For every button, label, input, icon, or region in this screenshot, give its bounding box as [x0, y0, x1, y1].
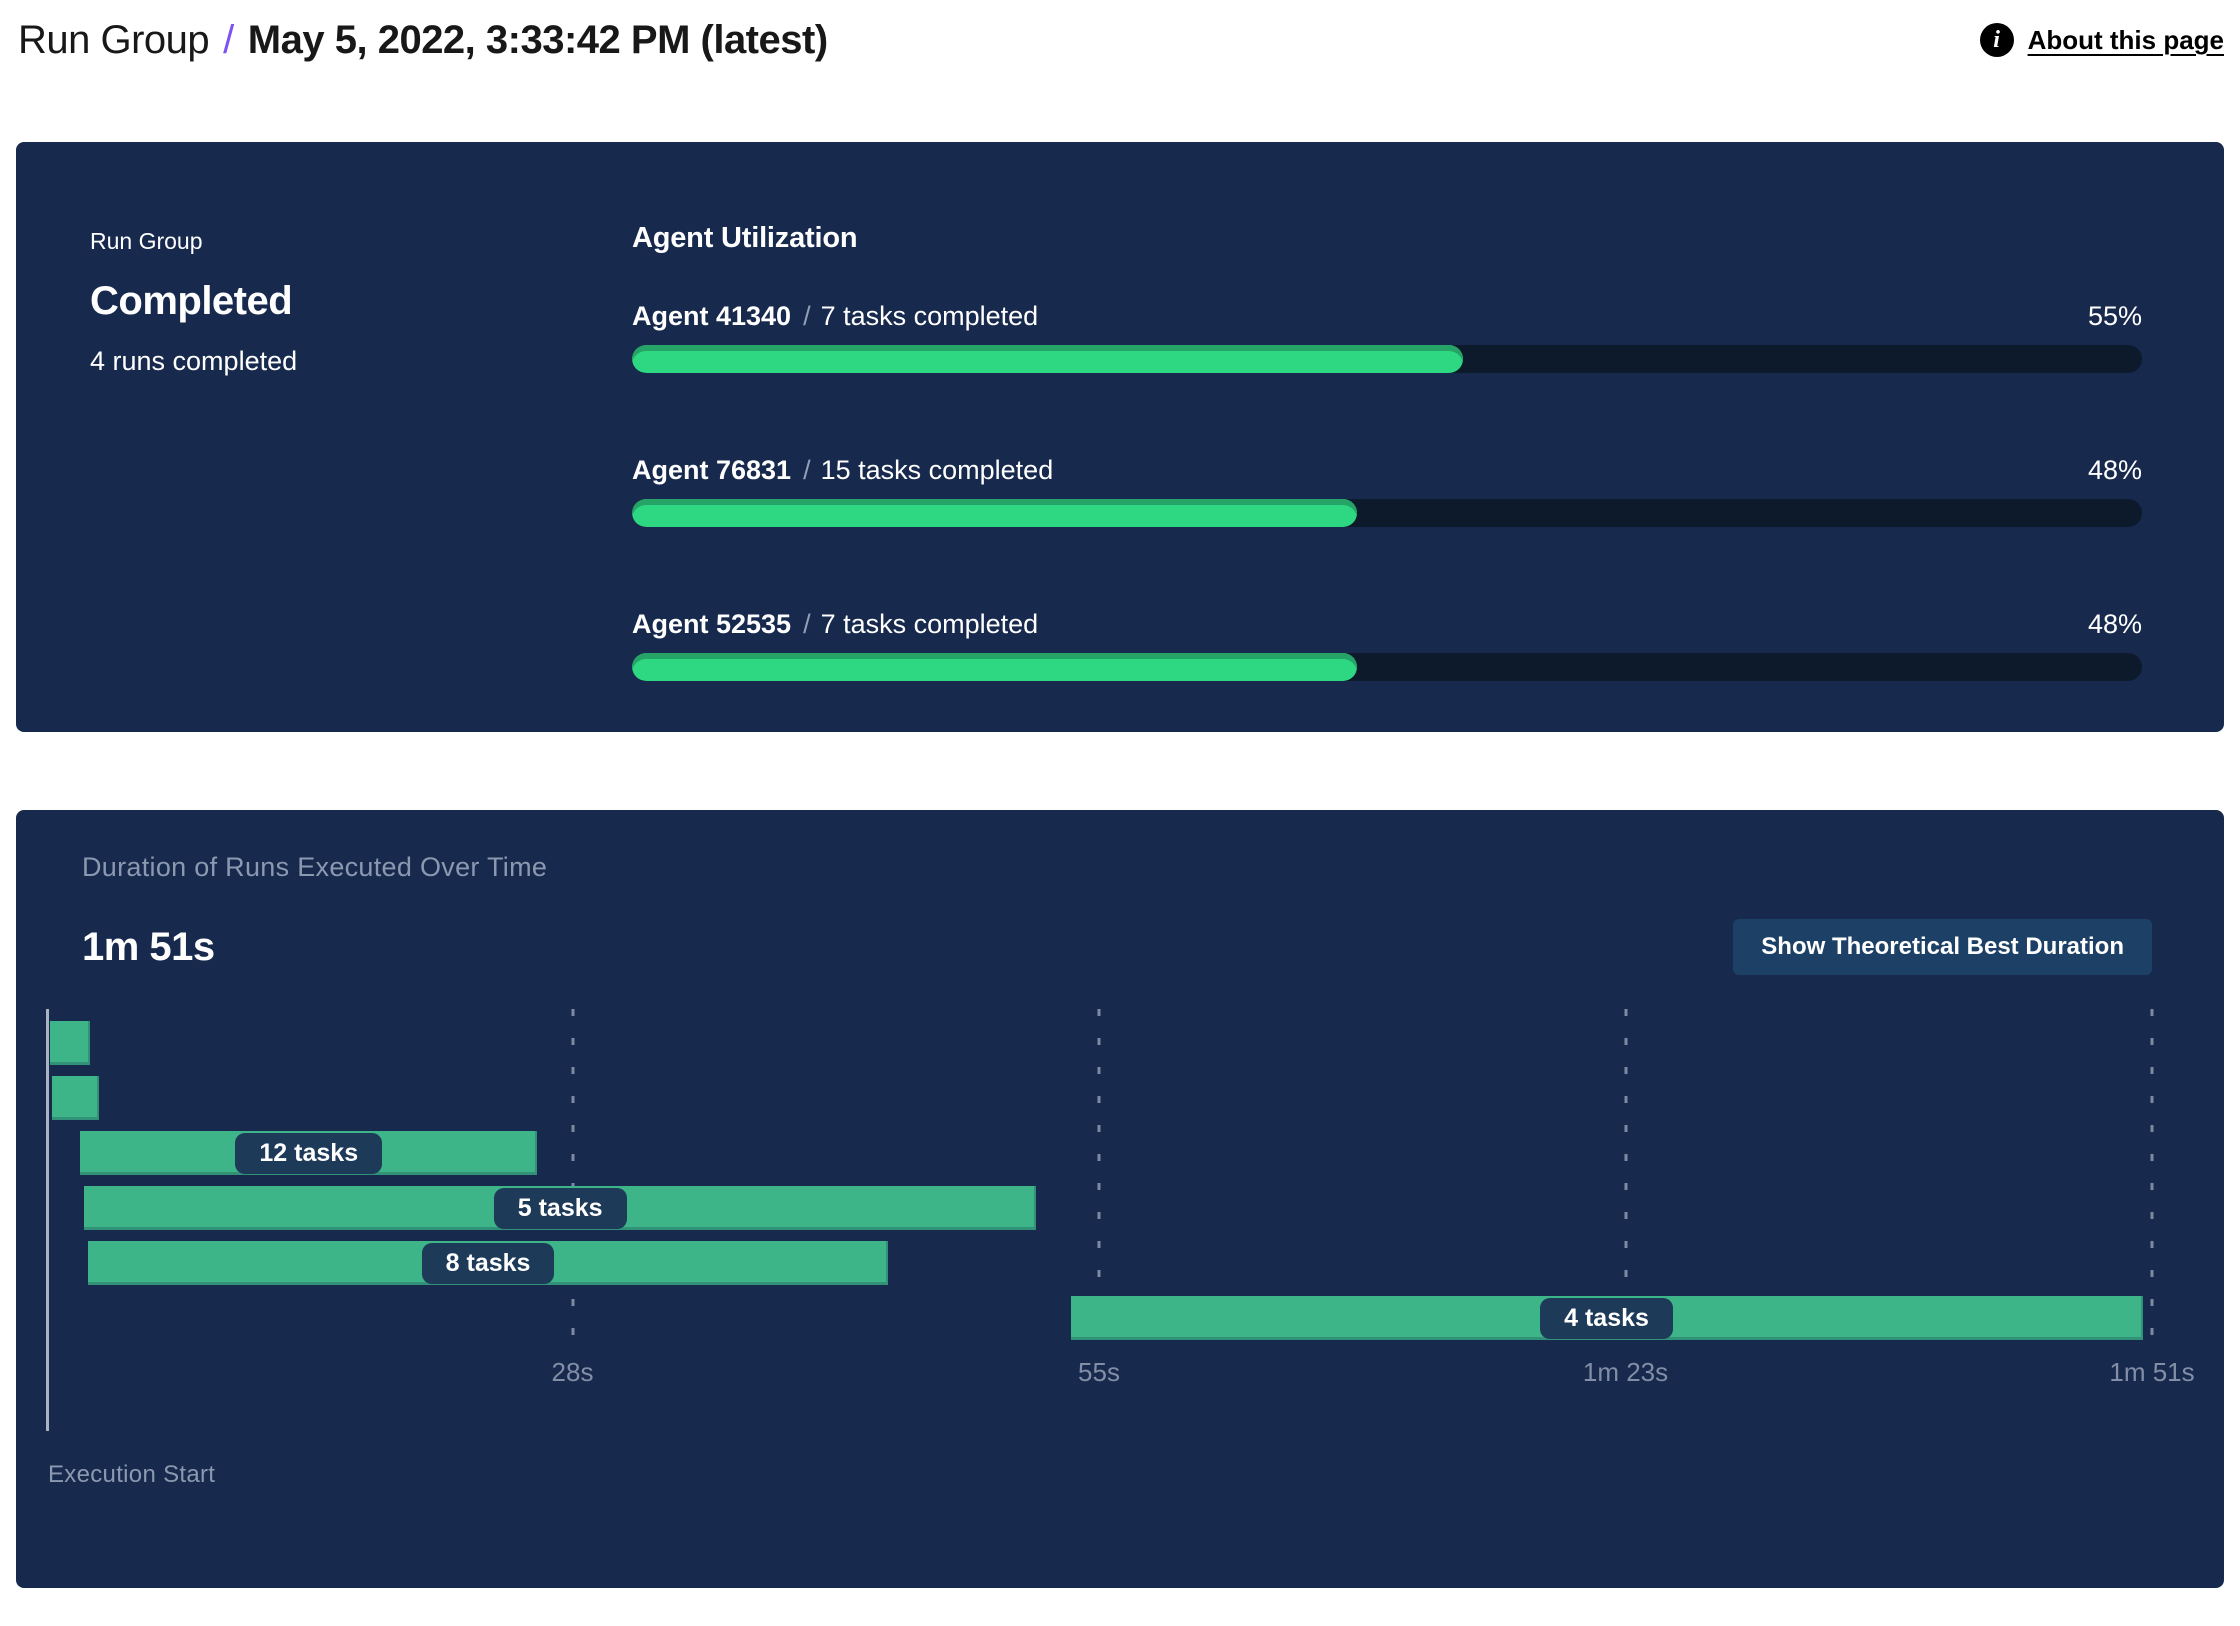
gantt-run-bar[interactable]: 5 tasks — [83, 1186, 1037, 1230]
execution-start-label: Execution Start — [48, 1461, 216, 1488]
duration-chart-title: Duration of Runs Executed Over Time — [82, 852, 548, 882]
breadcrumb-run-group[interactable]: Run Group — [18, 17, 210, 62]
agent-tasks-completed: 15 tasks completed — [820, 455, 1054, 485]
agent-utilization-row-header: Agent 76831 / 15 tasks completed 48% — [632, 455, 2142, 486]
gantt-task-count-pill: 5 tasks — [493, 1187, 627, 1229]
agent-utilization-row: Agent 76831 / 15 tasks completed 48% — [632, 455, 2142, 527]
about-this-page-label: About this page — [2027, 24, 2224, 55]
agent-utilization-row-header: Agent 52535 / 7 tasks completed 48% — [632, 609, 2142, 640]
run-group-status-panel: Run Group Completed 4 runs completed Age… — [16, 142, 2224, 732]
time-tick-label: 28s — [551, 1357, 594, 1387]
gridline — [1097, 1009, 1101, 1347]
gantt-row: 5 tasks — [46, 1186, 2152, 1230]
utilization-progress-fill — [632, 345, 1463, 373]
agent-label-separator: / — [803, 455, 811, 485]
gantt-row: 8 tasks — [46, 1241, 2152, 1285]
utilization-progress-track — [632, 499, 2142, 527]
time-axis-ticks: 28s 55s 1m 23s 1m 51s — [46, 1353, 2195, 1395]
about-this-page-link[interactable]: i About this page — [1979, 23, 2224, 57]
run-group-status-summary: Run Group Completed 4 runs completed — [90, 222, 632, 662]
time-tick-label: 55s — [1078, 1357, 1120, 1387]
gantt-chart: 12 tasks 5 tasks 8 tasks 4 tasks — [46, 1009, 2154, 1431]
agent-label-separator: / — [803, 301, 811, 331]
gantt-task-count-pill: 8 tasks — [421, 1242, 555, 1284]
agent-name: Agent 52535 — [632, 609, 792, 639]
gantt-row: 12 tasks — [46, 1131, 2152, 1175]
status-badge: Completed — [90, 279, 293, 323]
show-theoretical-best-duration-button[interactable]: Show Theoretical Best Duration — [1733, 919, 2152, 975]
gantt-run-bar[interactable]: 8 tasks — [87, 1241, 889, 1285]
gridline — [1624, 1009, 1627, 1347]
gantt-row — [46, 1021, 2152, 1065]
time-tick-label: 1m 23s — [1582, 1357, 1669, 1387]
agent-label: Agent 52535 / 7 tasks completed — [632, 609, 1038, 640]
header: Run Group / May 5, 2022, 3:33:42 PM (lat… — [0, 0, 2240, 64]
breadcrumb: Run Group / May 5, 2022, 3:33:42 PM (lat… — [18, 18, 828, 63]
gantt-run-bar[interactable] — [51, 1076, 100, 1120]
agent-name: Agent 76831 — [632, 455, 792, 485]
agent-label: Agent 76831 / 15 tasks completed — [632, 455, 1053, 486]
gantt-rows: 12 tasks 5 tasks 8 tasks 4 tasks — [46, 1009, 2152, 1351]
utilization-progress-fill — [632, 499, 1357, 527]
agent-tasks-completed: 7 tasks completed — [820, 301, 1039, 331]
agent-utilization-row: Agent 41340 / 7 tasks completed 55% — [632, 301, 2142, 373]
utilization-progress-fill — [632, 653, 1357, 681]
gridline — [571, 1009, 574, 1347]
time-tick-label: 1m 51s — [2109, 1357, 2195, 1387]
gridline — [2150, 1009, 2154, 1347]
agent-tasks-completed: 7 tasks completed — [820, 609, 1039, 639]
utilization-progress-track — [632, 653, 2142, 681]
info-icon: i — [1979, 23, 2014, 57]
agent-utilization-row-header: Agent 41340 / 7 tasks completed 55% — [632, 301, 2142, 332]
duration-panel: Duration of Runs Executed Over Time 1m 5… — [16, 810, 2224, 1588]
gantt-row — [46, 1076, 2152, 1120]
agent-utilization-row: Agent 52535 / 7 tasks completed 48% — [632, 609, 2142, 681]
gantt-run-bar[interactable]: 4 tasks — [1070, 1296, 2143, 1340]
agent-utilization-title: Agent Utilization — [632, 222, 858, 254]
runs-completed-count: 4 runs completed — [90, 346, 298, 376]
agent-utilization-percent: 48% — [2087, 455, 2142, 485]
run-group-label: Run Group — [90, 228, 203, 254]
total-duration-value: 1m 51s — [82, 924, 215, 969]
agent-label-separator: / — [803, 609, 811, 639]
duration-panel-header-row: 1m 51s Show Theoretical Best Duration — [46, 919, 2152, 975]
execution-start-axis-line — [46, 1009, 49, 1431]
gantt-task-count-pill: 12 tasks — [235, 1132, 383, 1174]
agent-label: Agent 41340 / 7 tasks completed — [632, 301, 1038, 332]
agent-utilization-section: Agent Utilization Agent 41340 / 7 tasks co… — [632, 222, 2142, 681]
gantt-row: 4 tasks — [46, 1296, 2152, 1340]
page-title: May 5, 2022, 3:33:42 PM (latest) — [247, 17, 828, 62]
gantt-task-count-pill: 4 tasks — [1540, 1297, 1673, 1339]
gantt-run-bar[interactable]: 12 tasks — [80, 1131, 538, 1175]
agent-utilization-percent: 55% — [2087, 301, 2142, 331]
utilization-progress-track — [632, 345, 2142, 373]
breadcrumb-separator: / — [223, 17, 234, 62]
gantt-run-bar[interactable] — [49, 1021, 90, 1065]
agent-utilization-percent: 48% — [2087, 609, 2142, 639]
agent-name: Agent 41340 — [632, 301, 792, 331]
